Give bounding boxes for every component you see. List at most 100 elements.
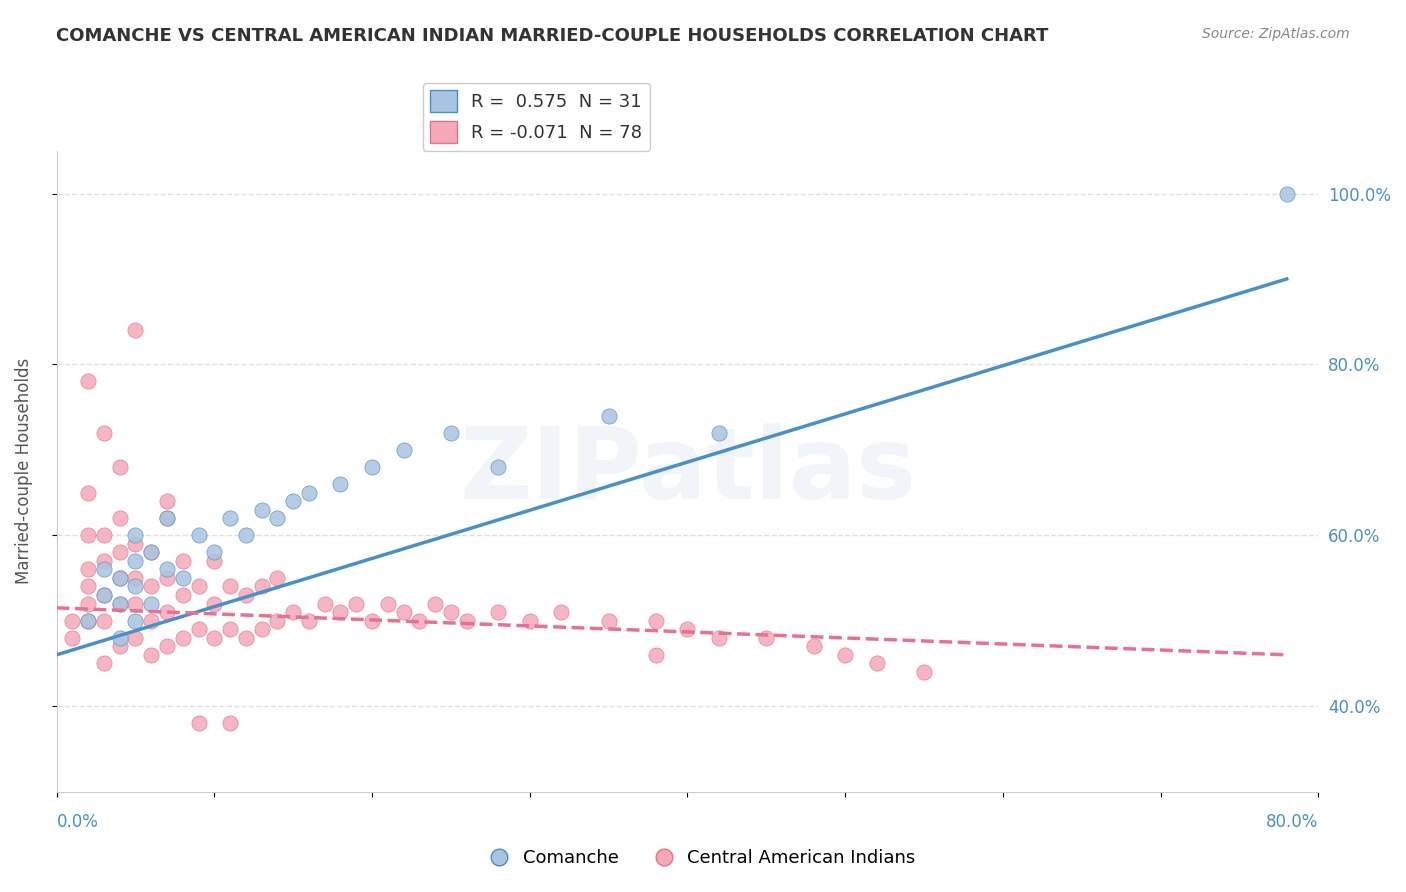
Point (219, 622, 242, 636)
Point (440, 425, 463, 440)
Point (77, 528, 100, 542)
Point (187, 528, 209, 542)
Point (124, 614, 146, 628)
Point (1275, 186, 1298, 201)
Point (172, 571, 194, 585)
Point (77, 562, 100, 576)
Point (141, 545, 163, 559)
Point (77, 375, 100, 389)
Point (235, 631, 257, 645)
Point (202, 545, 225, 559)
Point (486, 605, 509, 619)
Point (344, 597, 367, 611)
Point (266, 571, 288, 585)
Point (124, 554, 146, 568)
Text: ZIPatlas: ZIPatlas (458, 423, 915, 520)
Text: COMANCHE VS CENTRAL AMERICAN INDIAN MARRIED-COUPLE HOUSEHOLDS CORRELATION CHART: COMANCHE VS CENTRAL AMERICAN INDIAN MARR… (56, 27, 1049, 45)
Point (361, 459, 384, 474)
Point (77, 597, 100, 611)
Text: 80.0%: 80.0% (1265, 813, 1319, 830)
Point (202, 554, 225, 568)
Point (156, 494, 179, 508)
Point (298, 614, 321, 628)
Point (141, 597, 163, 611)
Legend: R =  0.575  N = 31, R = -0.071  N = 78: R = 0.575 N = 31, R = -0.071 N = 78 (423, 83, 650, 151)
Point (108, 511, 131, 525)
Point (187, 580, 209, 594)
Point (519, 614, 541, 628)
Point (124, 571, 146, 585)
Point (219, 580, 242, 594)
Point (250, 502, 273, 516)
Point (392, 605, 415, 619)
Point (141, 580, 163, 594)
Point (250, 622, 273, 636)
Point (93, 588, 115, 602)
Point (755, 631, 778, 645)
Point (156, 640, 179, 654)
Point (108, 631, 131, 645)
Point (598, 409, 620, 423)
Point (392, 442, 415, 457)
Point (77, 580, 100, 594)
Point (408, 614, 430, 628)
Point (645, 648, 668, 662)
Point (124, 537, 146, 551)
Point (187, 716, 209, 731)
Point (707, 425, 730, 440)
Point (172, 554, 194, 568)
Point (124, 528, 146, 542)
Point (156, 511, 179, 525)
Point (108, 640, 131, 654)
Point (156, 511, 179, 525)
Point (283, 494, 305, 508)
Point (77, 614, 100, 628)
Point (250, 580, 273, 594)
Point (314, 597, 336, 611)
Point (93, 657, 115, 671)
Point (141, 648, 163, 662)
Point (141, 545, 163, 559)
Point (124, 580, 146, 594)
Point (108, 459, 131, 474)
Point (235, 588, 257, 602)
Point (77, 614, 100, 628)
Point (172, 588, 194, 602)
Point (124, 323, 146, 337)
Point (141, 614, 163, 628)
Point (598, 614, 620, 628)
Point (202, 631, 225, 645)
Text: Source: ZipAtlas.com: Source: ZipAtlas.com (1202, 27, 1350, 41)
Point (124, 631, 146, 645)
Point (124, 597, 146, 611)
Point (156, 605, 179, 619)
Point (550, 605, 572, 619)
Point (108, 545, 131, 559)
Point (283, 605, 305, 619)
Point (156, 562, 179, 576)
Point (834, 648, 856, 662)
Text: 0.0%: 0.0% (56, 813, 98, 830)
Point (202, 597, 225, 611)
Point (77, 485, 100, 500)
Point (912, 665, 935, 679)
Point (707, 631, 730, 645)
Point (329, 605, 352, 619)
Point (93, 425, 115, 440)
Point (645, 614, 668, 628)
Point (486, 459, 509, 474)
Point (423, 597, 446, 611)
Point (156, 571, 179, 585)
Point (266, 614, 288, 628)
Point (108, 597, 131, 611)
Point (60, 614, 83, 628)
Point (803, 640, 825, 654)
Point (108, 597, 131, 611)
Point (108, 571, 131, 585)
Point (60, 631, 83, 645)
Legend: Comanche, Central American Indians: Comanche, Central American Indians (484, 842, 922, 874)
Point (172, 631, 194, 645)
Point (93, 528, 115, 542)
Point (440, 605, 463, 619)
Point (93, 614, 115, 628)
